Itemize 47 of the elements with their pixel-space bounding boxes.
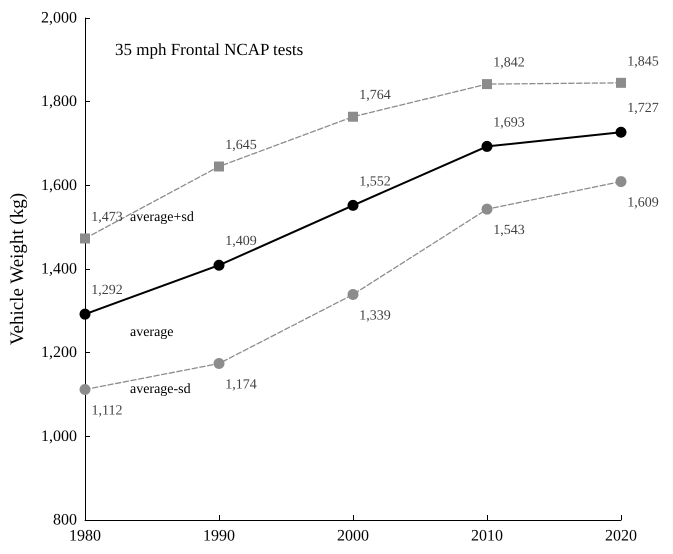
- point: [214, 358, 224, 370]
- y-tick-label: 1,400: [41, 260, 77, 278]
- data-label: 1,552: [359, 174, 391, 190]
- series-label: average+sd: [130, 210, 194, 225]
- x-tick-label: 2020: [605, 528, 637, 544]
- data-label: 1,409: [225, 234, 257, 250]
- x-tick-label: 2000: [337, 528, 369, 544]
- point: [616, 126, 626, 138]
- point: [482, 79, 492, 90]
- data-label: 1,609: [627, 196, 659, 211]
- point: [348, 200, 358, 211]
- data-label: 1,842: [493, 56, 525, 71]
- x-tick-label: 1980: [69, 528, 101, 544]
- data-label: 1,693: [493, 115, 525, 130]
- x-tick-label: 1990: [203, 528, 235, 544]
- data-label: 1,112: [92, 403, 122, 418]
- data-label: 1,543: [493, 223, 525, 238]
- series-label: average: [130, 325, 174, 340]
- data-label: 1,845: [627, 54, 659, 70]
- y-tick-label: 1,600: [41, 176, 77, 194]
- series-label: average-sd: [130, 382, 191, 398]
- data-label: 1,727: [627, 101, 659, 116]
- y-tick-label: 1,800: [41, 93, 77, 110]
- x-tick-label: 2010: [471, 528, 503, 544]
- point: [482, 140, 492, 152]
- point: [348, 112, 358, 122]
- data-label: 1,339: [359, 308, 391, 324]
- y-tick-label: 1,000: [41, 428, 77, 445]
- point: [80, 308, 90, 320]
- point: [616, 78, 626, 88]
- y-tick-label: 800: [53, 512, 77, 528]
- y-axis-title: Vehicle Weight (kg): [7, 192, 28, 346]
- point: [214, 260, 224, 271]
- point: [482, 204, 492, 215]
- point: [214, 162, 224, 172]
- point: [616, 176, 626, 188]
- data-label: 1,473: [91, 210, 123, 225]
- y-tick-label: 1,200: [41, 344, 77, 362]
- data-label: 1,174: [225, 378, 257, 393]
- text: 35 mph Frontal NCAP tests: [115, 40, 304, 59]
- point: [80, 384, 90, 395]
- data-label: 1,292: [91, 283, 123, 298]
- point: [80, 233, 90, 244]
- point: [348, 289, 358, 300]
- data-label: 1,764: [359, 88, 391, 104]
- y-tick-label: 2,000: [41, 10, 77, 26]
- data-label: 1,645: [225, 138, 257, 154]
